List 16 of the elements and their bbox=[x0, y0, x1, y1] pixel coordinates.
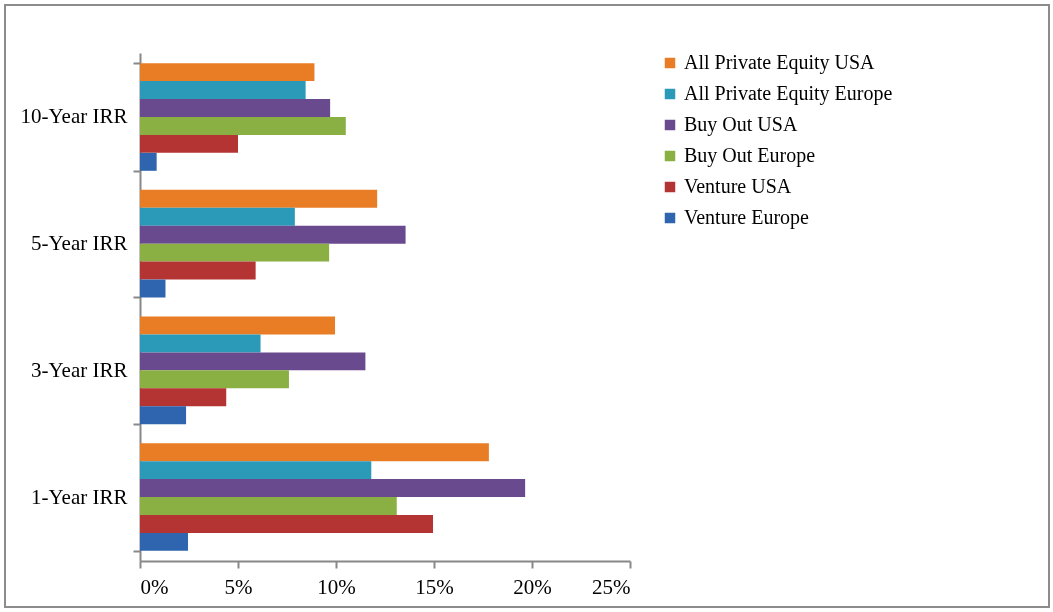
legend-label: Buy Out Europe bbox=[684, 144, 816, 167]
legend-label: All Private Equity Europe bbox=[684, 82, 893, 105]
x-tick-label: 5% bbox=[224, 574, 253, 599]
x-tick-label: 10% bbox=[317, 574, 356, 599]
y-tick-label: 3-Year IRR bbox=[31, 357, 128, 382]
legend-label: Buy Out USA bbox=[684, 113, 798, 136]
y-tick-label: 5-Year IRR bbox=[31, 231, 128, 256]
y-tick-label: 10-Year IRR bbox=[20, 104, 128, 129]
y-tick-label: 1-Year IRR bbox=[31, 484, 128, 509]
x-tick-label: 20% bbox=[513, 574, 552, 599]
legend-label: Venture Europe bbox=[684, 206, 810, 229]
x-tick-label: 15% bbox=[415, 574, 454, 599]
x-tick-label: 25% bbox=[592, 574, 631, 599]
legend-label: All Private Equity USA bbox=[684, 51, 876, 74]
x-tick-label: 0% bbox=[140, 574, 169, 599]
legend-label: Venture USA bbox=[684, 175, 792, 197]
